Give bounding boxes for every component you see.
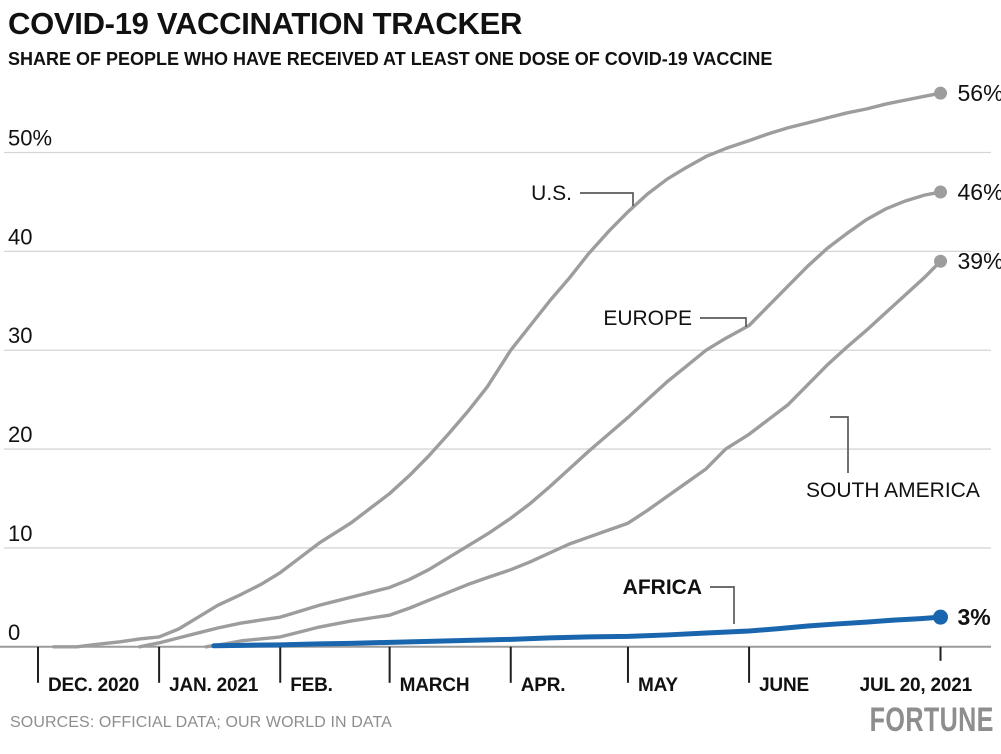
series-endpoint-south-america <box>934 254 948 268</box>
x-axis-label: APR. <box>521 675 566 696</box>
x-axis-label: JUNE <box>759 675 809 696</box>
series-label-africa: AFRICA <box>623 576 702 599</box>
x-axis-label: FEB. <box>290 675 332 696</box>
series-label-europe: EUROPE <box>603 307 692 330</box>
annotation-leader-europe <box>700 317 747 327</box>
series-end-value-us: 56% <box>958 80 1001 106</box>
page-title: COVID-19 VACCINATION TRACKER <box>8 6 523 41</box>
y-axis-label: 50% <box>8 126 52 151</box>
series-line-europe <box>137 190 943 649</box>
series-endpoint-europe <box>934 185 948 199</box>
annotation-leader-south-america <box>830 416 849 473</box>
series-end-value-south-america: 39% <box>958 248 1001 274</box>
series-endpoint-africa <box>933 609 949 625</box>
y-axis-label: 30 <box>8 323 32 348</box>
series-endpoint-us <box>934 86 948 100</box>
x-axis-label: MAY <box>638 675 678 696</box>
x-axis-label: DEC. 2020 <box>48 675 139 696</box>
y-axis-label: 0 <box>8 620 20 645</box>
series-end-value-europe: 46% <box>958 179 1001 205</box>
x-axis-label: JAN. 2021 <box>169 675 259 696</box>
series-line-africa <box>211 614 944 649</box>
x-axis-label: JUL 20, 2021 <box>860 675 973 696</box>
series-line-us <box>51 91 943 649</box>
y-axis-label: 40 <box>8 224 32 249</box>
y-axis-label: 20 <box>8 422 32 447</box>
annotation-leader-us <box>580 192 634 206</box>
sources-note: SOURCES: OFFICIAL DATA; OUR WORLD IN DAT… <box>10 714 392 731</box>
series-end-value-africa: 3% <box>958 604 991 630</box>
y-axis-label: 10 <box>8 521 32 546</box>
chart-subtitle: SHARE OF PEOPLE WHO HAVE RECEIVED AT LEA… <box>8 49 773 69</box>
x-axis-label: MARCH <box>400 675 470 696</box>
annotation-leader-africa <box>710 586 735 624</box>
series-line-south-america <box>204 259 943 649</box>
series-label-us: U.S. <box>531 182 572 205</box>
series-label-south-america: SOUTH AMERICA <box>806 479 980 502</box>
fortune-logo: FORTUNE <box>869 701 994 739</box>
